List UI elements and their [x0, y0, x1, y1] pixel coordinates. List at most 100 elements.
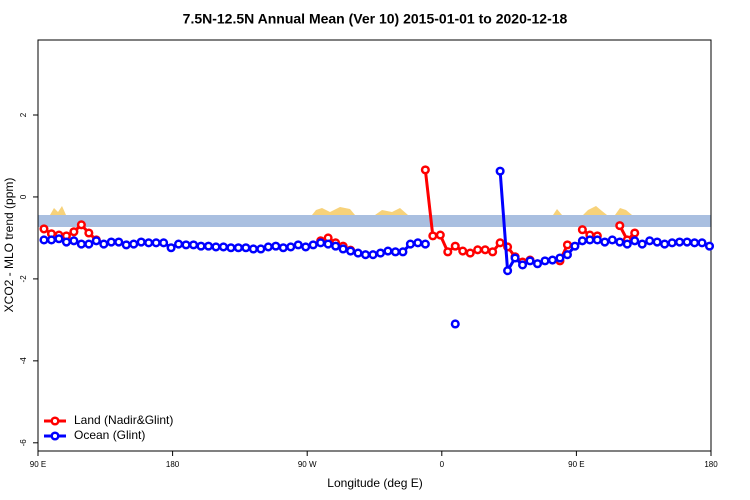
- y-tick-label: -4: [19, 357, 28, 365]
- series: [39, 166, 715, 329]
- data-point: [450, 241, 460, 251]
- data-point: [420, 165, 430, 175]
- data-point: [278, 243, 288, 253]
- data-point: [390, 247, 400, 257]
- data-point: [495, 238, 505, 248]
- data-point: [129, 239, 139, 249]
- data-point: [443, 247, 453, 257]
- data-point: [600, 237, 610, 247]
- data-point: [622, 239, 632, 249]
- x-tick-label: 90 E: [30, 460, 46, 469]
- x-axis-label: Longitude (deg E): [327, 476, 422, 490]
- data-point: [54, 234, 64, 244]
- data-point: [233, 243, 243, 253]
- data-point: [181, 240, 191, 250]
- data-point: [570, 241, 580, 251]
- data-point: [562, 250, 572, 260]
- data-point: [577, 225, 587, 235]
- data-point: [218, 242, 228, 252]
- data-point: [450, 319, 460, 329]
- data-point: [61, 237, 71, 247]
- data-point: [525, 256, 535, 266]
- land-mask: [38, 206, 711, 227]
- data-point: [248, 244, 258, 254]
- data-point: [293, 240, 303, 250]
- data-point: [615, 221, 625, 231]
- legend: Land (Nadir&Glint)Ocean (Glint): [44, 413, 173, 442]
- land-shade: [553, 209, 562, 215]
- data-point: [562, 240, 572, 250]
- data-point: [420, 239, 430, 249]
- data-point: [84, 239, 94, 249]
- data-point: [405, 239, 415, 249]
- data-point: [151, 238, 161, 248]
- y-tick-label: 2: [19, 112, 28, 117]
- data-point: [241, 243, 251, 253]
- data-point: [488, 247, 498, 257]
- data-point: [286, 242, 296, 252]
- legend-label: Land (Nadir&Glint): [74, 413, 173, 427]
- x-tick-label: 90 W: [298, 460, 317, 469]
- data-point: [263, 242, 273, 252]
- data-point: [338, 244, 348, 254]
- land-shade: [375, 208, 408, 215]
- data-point: [465, 248, 475, 258]
- data-point: [76, 239, 86, 249]
- data-point: [458, 246, 468, 256]
- data-point: [697, 238, 707, 248]
- data-point: [630, 236, 640, 246]
- land-shade: [615, 208, 632, 215]
- data-point: [69, 236, 79, 246]
- data-point: [271, 241, 281, 251]
- data-point: [360, 250, 371, 260]
- data-point: [547, 255, 558, 265]
- data-point: [645, 236, 655, 246]
- data-point: [69, 227, 79, 237]
- data-point: [704, 241, 715, 251]
- data-point: [510, 253, 520, 263]
- data-point: [323, 239, 333, 249]
- latitude-band: [38, 215, 711, 227]
- y-axis-label: XCO2 - MLO trend (ppm): [2, 178, 16, 313]
- data-point: [682, 237, 692, 247]
- data-point: [301, 242, 311, 252]
- x-tick-label: 180: [166, 460, 180, 469]
- data-point: [308, 240, 318, 250]
- data-point: [637, 239, 647, 249]
- x-tick-label: 90 E: [568, 460, 584, 469]
- data-point: [84, 228, 94, 238]
- data-point: [256, 244, 266, 254]
- x-tick-label: 0: [440, 460, 445, 469]
- data-point: [144, 238, 154, 248]
- data-point: [398, 247, 408, 257]
- data-point: [39, 224, 49, 234]
- data-point: [592, 235, 602, 245]
- data-point: [159, 238, 169, 248]
- data-point: [577, 236, 587, 246]
- data-point: [532, 259, 543, 269]
- data-point: [540, 256, 550, 266]
- data-point: [99, 239, 109, 249]
- data-point: [375, 248, 386, 258]
- data-point: [652, 237, 662, 247]
- data-point: [607, 235, 617, 245]
- data-point: [495, 166, 505, 176]
- data-point: [106, 237, 116, 247]
- data-point: [46, 235, 57, 245]
- land-shade: [50, 206, 66, 215]
- data-point: [675, 237, 685, 247]
- land-shade: [312, 207, 355, 215]
- legend-marker: [50, 431, 60, 441]
- data-point: [353, 248, 363, 258]
- data-point: [615, 237, 625, 247]
- data-point: [331, 241, 341, 251]
- chart-title: 7.5N-12.5N Annual Mean (Ver 10) 2015-01-…: [183, 11, 568, 27]
- data-point: [226, 243, 236, 253]
- x-tick-label: 180: [704, 460, 718, 469]
- data-point: [346, 246, 356, 256]
- data-point: [660, 239, 670, 249]
- data-point: [630, 228, 640, 238]
- data-point: [174, 239, 184, 249]
